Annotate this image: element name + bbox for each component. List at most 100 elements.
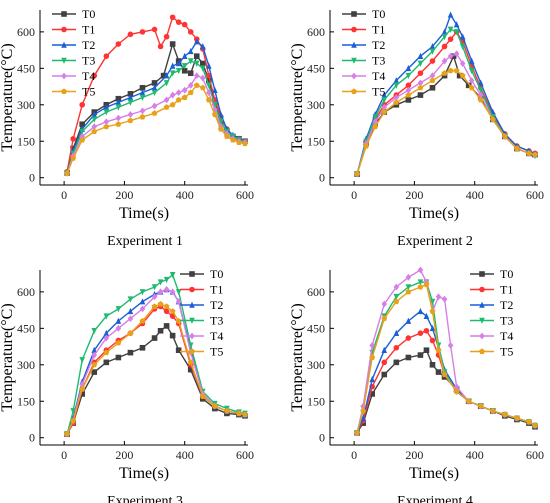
data-point-T2 — [423, 312, 430, 319]
x-tick-label: 0 — [351, 448, 357, 462]
data-point-T4 — [441, 295, 448, 303]
data-point-T2 — [417, 52, 424, 59]
x-tick-label: 600 — [526, 448, 544, 462]
data-point-T4 — [91, 351, 98, 359]
data-point-T1 — [163, 308, 170, 315]
x-tick-label: 600 — [236, 448, 254, 462]
data-point-T3 — [115, 104, 122, 111]
data-point-T2 — [453, 21, 460, 28]
panel-caption: Experiment 4 — [397, 494, 473, 503]
chart-panel-4: 0 200 400 600 0 150 300 450 600 Time(s) Temperatur… — [289, 266, 544, 503]
y-tick-label: 450 — [17, 321, 35, 335]
data-point-T1 — [151, 26, 158, 33]
legend-label-T3: T3 — [372, 54, 385, 68]
legend-label-T5: T5 — [210, 345, 223, 359]
data-point-T4 — [175, 89, 182, 97]
data-point-T5 — [363, 143, 370, 149]
legend-marker-T3 — [61, 57, 67, 64]
data-point-T1 — [393, 344, 400, 351]
data-point-T5 — [236, 410, 242, 416]
data-point-T2 — [447, 11, 454, 18]
x-tick-label: 0 — [61, 188, 67, 202]
data-point-T5 — [64, 170, 71, 176]
data-point-T1 — [175, 19, 182, 25]
data-point-T4 — [206, 89, 212, 97]
legend-label-T0: T0 — [82, 7, 95, 21]
x-tick-label: 600 — [526, 188, 544, 202]
data-point-T5 — [429, 77, 436, 83]
data-point-T0 — [163, 323, 170, 329]
data-point-T5 — [393, 99, 400, 105]
data-point-T5 — [441, 371, 448, 378]
data-point-T5 — [453, 67, 460, 74]
data-point-T3 — [163, 80, 170, 87]
data-point-T1 — [423, 327, 430, 334]
data-point-T0 — [79, 391, 86, 397]
data-point-T3 — [218, 119, 224, 126]
y-tick-label: 300 — [307, 98, 325, 112]
data-point-T5 — [157, 300, 164, 307]
data-point-T4 — [151, 293, 158, 301]
data-point-T0 — [450, 53, 457, 59]
data-point-T0 — [465, 82, 472, 89]
x-tick-label: 200 — [405, 448, 423, 462]
data-point-T5 — [526, 418, 532, 425]
data-point-T0 — [103, 359, 110, 366]
legend-marker-T0 — [351, 11, 357, 17]
data-point-T5 — [417, 283, 424, 290]
data-point-T4 — [181, 86, 188, 94]
data-point-T4 — [429, 72, 436, 80]
data-point-T0 — [417, 92, 424, 98]
data-point-T5 — [127, 117, 134, 124]
data-point-T3 — [127, 99, 134, 106]
data-point-T2 — [212, 86, 218, 94]
data-point-T3 — [405, 284, 412, 291]
x-tick-label: 400 — [176, 448, 194, 462]
data-point-T0 — [435, 369, 442, 375]
data-point-T3 — [193, 60, 200, 67]
data-point-T3 — [453, 29, 460, 36]
data-point-T5 — [91, 128, 98, 135]
data-point-T0 — [91, 369, 98, 375]
data-point-T0 — [429, 361, 436, 368]
data-point-T5 — [489, 116, 496, 122]
data-point-T3 — [70, 408, 76, 415]
x-axis-title: Time(s) — [409, 205, 459, 222]
data-point-T0 — [199, 60, 206, 67]
data-point-T3 — [115, 306, 122, 313]
data-point-T1 — [405, 335, 412, 341]
data-point-T5 — [163, 303, 170, 309]
data-point-T5 — [139, 317, 146, 324]
legend-marker-T1 — [351, 26, 357, 33]
data-point-T4 — [169, 91, 176, 99]
data-point-T1 — [381, 359, 388, 366]
legend-label-T5: T5 — [82, 85, 95, 99]
data-point-T5 — [193, 82, 200, 88]
chart-panel-3: 0 200 400 600 0 150 300 450 600 Time(s) Temperatur… — [0, 267, 254, 503]
data-point-T4 — [79, 132, 86, 140]
data-point-T5 — [169, 308, 176, 314]
data-point-T5 — [459, 72, 466, 79]
y-tick-label: 0 — [319, 431, 325, 445]
data-point-T2 — [169, 62, 176, 69]
y-tick-label: 0 — [319, 171, 325, 185]
data-point-T0 — [206, 77, 212, 84]
data-point-T0 — [151, 335, 158, 341]
data-point-T5 — [223, 133, 230, 139]
legend-marker-T0 — [189, 271, 195, 277]
series-T0 — [354, 347, 538, 436]
data-point-T4 — [417, 79, 424, 87]
data-point-T4 — [169, 288, 176, 296]
data-point-T2 — [405, 317, 412, 324]
data-point-T0 — [115, 95, 122, 102]
panel-caption: Experiment 3 — [107, 494, 183, 503]
data-point-T5 — [381, 315, 388, 322]
y-tick-label: 450 — [307, 321, 325, 335]
data-point-T5 — [360, 407, 367, 414]
data-point-T3 — [139, 94, 146, 101]
data-point-T3 — [151, 89, 158, 97]
data-point-T4 — [417, 266, 424, 274]
data-point-T2 — [369, 375, 376, 383]
